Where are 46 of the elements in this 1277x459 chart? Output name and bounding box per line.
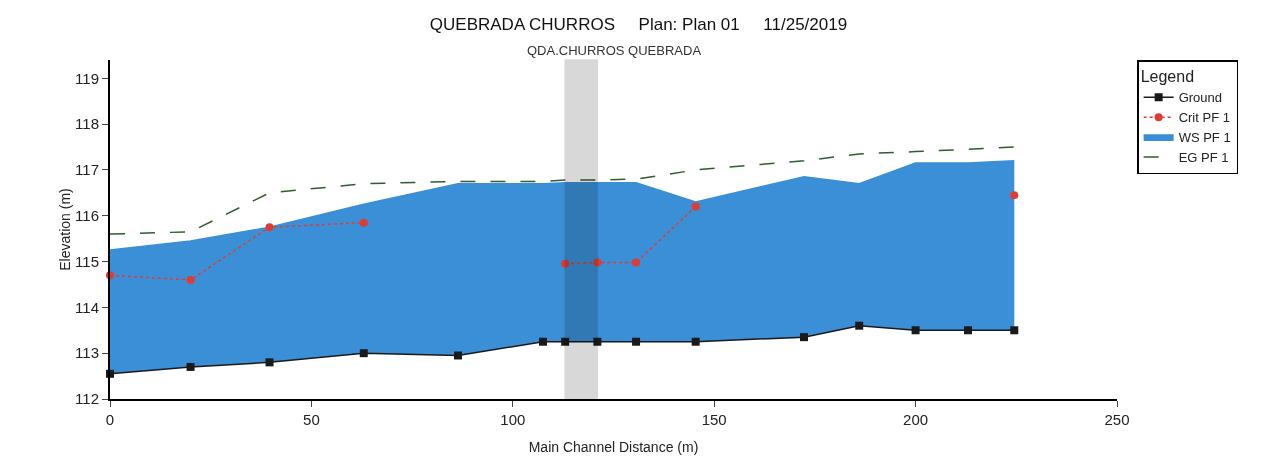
point — [1010, 191, 1019, 200]
point — [593, 337, 602, 346]
legend-label: WS PF 1 — [1178, 130, 1231, 146]
point — [1010, 326, 1019, 335]
point — [186, 362, 195, 371]
x-tick-label: 150 — [701, 411, 727, 428]
point — [561, 259, 570, 268]
x-tick-label: 100 — [500, 411, 526, 428]
y-axis-title: Elevation (m) — [57, 188, 74, 271]
point — [539, 337, 548, 346]
point — [186, 275, 195, 284]
point — [454, 351, 463, 360]
legend-label: Ground — [1178, 90, 1223, 106]
y-tick-label: 112 — [75, 390, 99, 408]
point — [911, 326, 920, 335]
chart-title: QUEBRADA CHURROS Plan: Plan 01 11/25/2019 — [429, 15, 848, 35]
y-tick-label: 116 — [75, 207, 99, 225]
legend-label: EG PF 1 — [1178, 150, 1229, 166]
y-tick-label: 113 — [75, 344, 99, 362]
y-tick-label: 115 — [75, 252, 99, 270]
point — [359, 218, 368, 227]
point — [632, 258, 641, 267]
x-tick-label: 0 — [105, 411, 115, 428]
x-tick-label: 50 — [303, 411, 320, 428]
y-tick-label: 118 — [75, 115, 99, 133]
point — [691, 337, 700, 346]
point — [593, 258, 602, 267]
point — [561, 337, 570, 346]
text: QDA.CHURROS QUEBRADA — [527, 43, 702, 58]
x-tick-label: 200 — [903, 411, 929, 428]
x-axis-title: Main Channel Distance (m) — [528, 439, 699, 455]
line-series — [110, 146, 1016, 235]
point — [359, 349, 368, 358]
x-tick-label: 250 — [1104, 411, 1130, 428]
legend-title: Legend — [1140, 68, 1195, 86]
y-tick-label: 114 — [75, 298, 99, 316]
point — [691, 202, 700, 211]
y-tick-label: 119 — [75, 69, 99, 87]
point — [265, 358, 274, 367]
point — [963, 326, 972, 335]
point — [855, 321, 864, 330]
point — [265, 223, 274, 232]
point — [632, 337, 641, 346]
legend-label: Crit PF 1 — [1178, 110, 1230, 126]
y-tick-label: 117 — [75, 161, 99, 179]
point — [800, 333, 809, 342]
